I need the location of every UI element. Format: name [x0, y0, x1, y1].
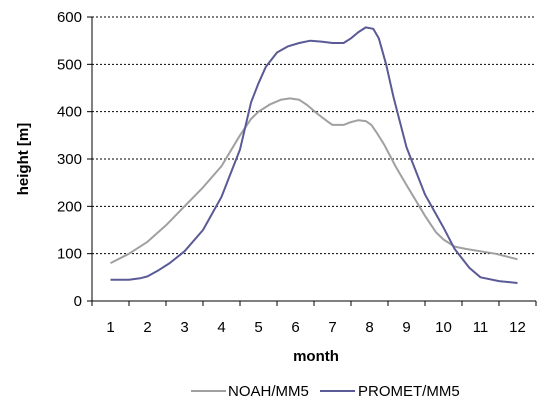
x-tick-label: 8: [365, 319, 373, 336]
axes: [87, 16, 537, 306]
x-tick-label: 7: [328, 319, 336, 336]
y-tick-label: 200: [57, 198, 82, 215]
series-line-noah-mm5: [110, 97, 518, 264]
series-layer: [110, 26, 518, 284]
x-tick-label: 12: [509, 319, 526, 336]
y-tick-label: 0: [74, 293, 82, 310]
legend-label-noah: NOAH/MM5: [228, 383, 309, 400]
x-tick-label: 5: [254, 319, 262, 336]
x-tick-label: 4: [217, 319, 225, 336]
legend-label-promet: PROMET/MM5: [358, 383, 460, 400]
y-axis-title: height [m]: [15, 123, 32, 196]
x-tick-label: 11: [473, 319, 489, 336]
y-tick-label: 500: [57, 56, 82, 73]
legend: NOAH/MM5 PROMET/MM5: [191, 383, 460, 400]
y-tick-label: 400: [57, 104, 82, 121]
x-tick-label: 1: [106, 319, 114, 336]
x-axis-title: month: [293, 348, 339, 365]
x-tick-label: 9: [402, 319, 410, 336]
x-tick-label: 10: [435, 319, 452, 336]
x-tick-label: 3: [180, 319, 188, 336]
x-tick-label: 2: [143, 319, 151, 336]
y-tick-label: 300: [57, 151, 82, 168]
y-tick-label: 600: [57, 9, 82, 26]
grid: [92, 16, 536, 255]
series-line-promet-mm5: [110, 26, 518, 284]
x-tick-label: 6: [291, 319, 299, 336]
y-tick-label: 100: [57, 246, 82, 263]
